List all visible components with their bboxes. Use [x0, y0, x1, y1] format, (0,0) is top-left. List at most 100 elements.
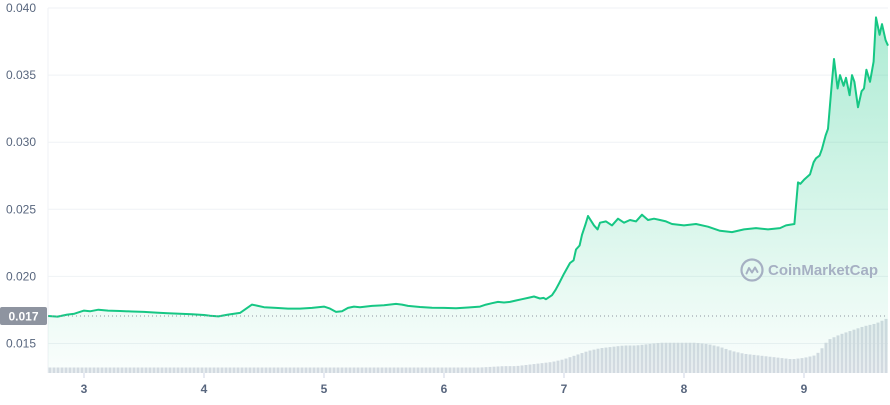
price-point[interactable]: [519, 296, 525, 302]
price-point[interactable]: [393, 301, 399, 307]
price-point[interactable]: [225, 312, 231, 318]
price-point[interactable]: [663, 218, 669, 224]
price-point[interactable]: [165, 310, 171, 316]
price-point[interactable]: [807, 171, 813, 177]
price-point[interactable]: [531, 294, 537, 300]
price-point[interactable]: [717, 228, 723, 234]
price-point[interactable]: [417, 304, 423, 310]
price-point[interactable]: [105, 308, 111, 314]
price-point[interactable]: [333, 309, 339, 315]
price-point[interactable]: [345, 305, 351, 311]
price-point[interactable]: [843, 75, 849, 81]
price-point[interactable]: [95, 307, 101, 313]
price-point[interactable]: [64, 312, 70, 318]
price-point[interactable]: [639, 212, 645, 218]
price-point[interactable]: [513, 298, 519, 304]
price-point[interactable]: [405, 303, 411, 309]
price-point[interactable]: [453, 305, 459, 311]
price-point[interactable]: [817, 153, 823, 159]
price-point[interactable]: [153, 310, 159, 316]
price-point[interactable]: [129, 309, 135, 315]
price-point[interactable]: [877, 32, 883, 38]
price-point[interactable]: [883, 37, 889, 43]
price-point[interactable]: [879, 21, 885, 27]
price-line[interactable]: [47, 16, 889, 318]
price-point[interactable]: [823, 133, 829, 139]
price-point[interactable]: [309, 305, 315, 311]
price-point[interactable]: [261, 304, 267, 310]
price-point[interactable]: [801, 177, 807, 183]
price-point[interactable]: [855, 104, 861, 110]
price-point[interactable]: [609, 222, 615, 228]
price-point[interactable]: [249, 302, 255, 308]
price-point[interactable]: [819, 146, 825, 152]
price-point[interactable]: [753, 225, 759, 231]
price-point[interactable]: [765, 226, 771, 232]
price-point[interactable]: [585, 213, 591, 219]
price-point[interactable]: [429, 305, 435, 311]
price-point[interactable]: [255, 303, 261, 309]
price-point[interactable]: [595, 226, 601, 232]
price-point[interactable]: [577, 243, 583, 249]
price-point[interactable]: [863, 67, 869, 73]
price-point[interactable]: [871, 59, 877, 65]
price-point[interactable]: [693, 221, 699, 227]
price-point[interactable]: [441, 305, 447, 311]
price-point[interactable]: [873, 14, 879, 20]
price-point[interactable]: [381, 302, 387, 308]
price-point[interactable]: [507, 299, 513, 305]
price-point[interactable]: [837, 72, 843, 78]
price-point[interactable]: [285, 306, 291, 312]
price-point[interactable]: [495, 299, 501, 305]
price-point[interactable]: [783, 222, 789, 228]
price-point[interactable]: [237, 310, 243, 316]
price-point[interactable]: [597, 220, 603, 226]
price-point[interactable]: [835, 86, 841, 92]
price-point[interactable]: [201, 312, 207, 318]
price-point[interactable]: [851, 79, 857, 85]
price-point[interactable]: [705, 224, 711, 230]
price-point[interactable]: [321, 304, 327, 310]
price-point[interactable]: [525, 295, 531, 301]
price-point[interactable]: [327, 306, 333, 312]
price-point[interactable]: [825, 126, 831, 132]
price-point[interactable]: [583, 221, 589, 227]
price-point[interactable]: [87, 308, 93, 314]
price-point[interactable]: [657, 217, 663, 223]
price-point[interactable]: [501, 300, 507, 306]
price-point[interactable]: [831, 56, 837, 62]
price-point[interactable]: [791, 221, 797, 227]
price-point[interactable]: [741, 226, 747, 232]
price-point[interactable]: [141, 309, 147, 315]
price-point[interactable]: [621, 220, 627, 226]
price-point[interactable]: [55, 314, 61, 320]
price-point[interactable]: [571, 257, 577, 263]
price-point[interactable]: [477, 304, 483, 310]
price-point[interactable]: [633, 218, 639, 224]
price-point[interactable]: [549, 292, 555, 298]
price-point[interactable]: [297, 306, 303, 312]
price-point[interactable]: [645, 217, 651, 223]
price-point[interactable]: [273, 305, 279, 311]
price-point[interactable]: [615, 216, 621, 222]
price-point[interactable]: [849, 72, 855, 78]
price-line-layer[interactable]: [45, 14, 890, 319]
price-point[interactable]: [847, 92, 853, 98]
price-point[interactable]: [399, 302, 405, 308]
price-point[interactable]: [561, 271, 567, 277]
price-point[interactable]: [81, 308, 87, 314]
price-point[interactable]: [553, 287, 559, 293]
price-point[interactable]: [489, 300, 495, 306]
price-point[interactable]: [651, 216, 657, 222]
price-point[interactable]: [543, 296, 549, 302]
price-point[interactable]: [369, 303, 375, 309]
price-point[interactable]: [841, 83, 847, 89]
price-point[interactable]: [729, 229, 735, 235]
price-point[interactable]: [483, 302, 489, 308]
price-point[interactable]: [861, 86, 867, 92]
price-point[interactable]: [357, 304, 363, 310]
price-point[interactable]: [556, 280, 562, 286]
price-point[interactable]: [669, 221, 675, 227]
